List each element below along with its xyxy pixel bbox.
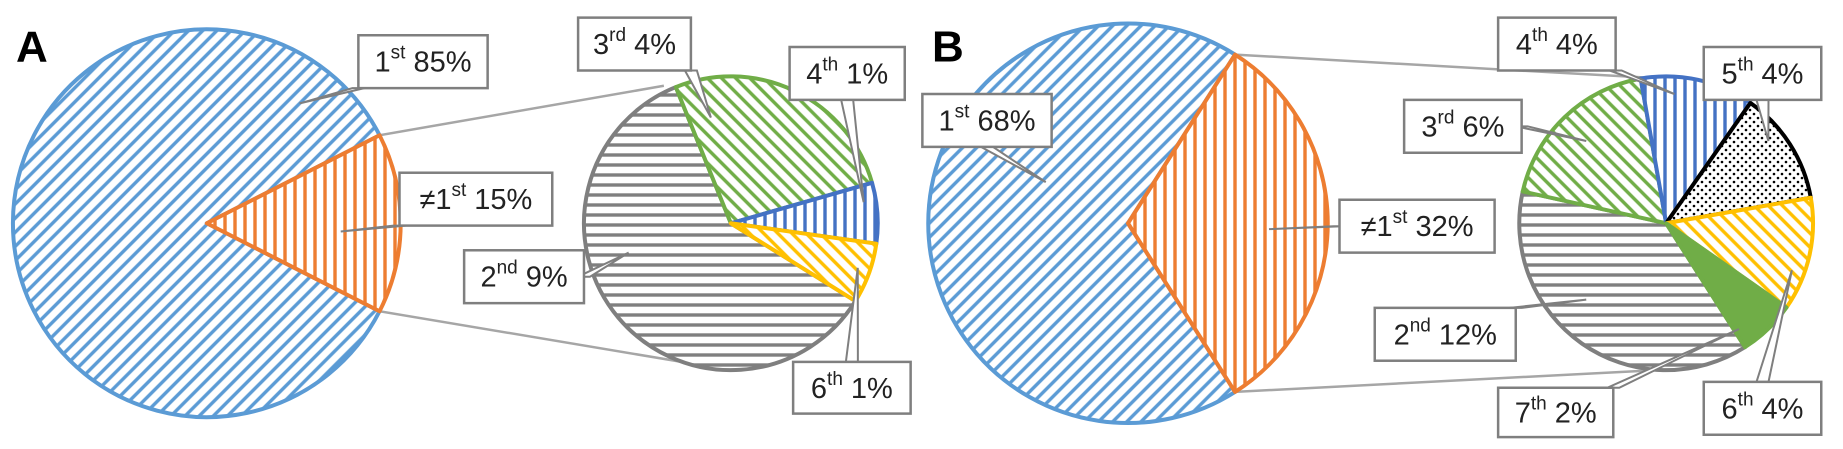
- label-box: [1496, 16, 1617, 72]
- pie-slice: [1664, 100, 1813, 226]
- data-label: 6th 4%: [1722, 389, 1804, 425]
- value-label: 4%: [1556, 29, 1598, 61]
- data-label: 4th 1%: [806, 54, 888, 90]
- value-label: 2%: [1555, 397, 1597, 429]
- pie-slice: [1517, 189, 1748, 373]
- data-label: 6th 1%: [811, 369, 893, 405]
- data-label: 2nd 12%: [1394, 315, 1497, 351]
- label-box: [788, 45, 906, 102]
- label-box: [1338, 198, 1496, 254]
- pie-slice: [10, 27, 382, 420]
- label-box: [1702, 45, 1823, 102]
- label-box: [1496, 386, 1615, 439]
- label-box: [1702, 380, 1823, 436]
- connector-line: [379, 310, 717, 370]
- data-label: ≠1st 15%: [419, 180, 532, 216]
- pie-slice: [1664, 221, 1789, 350]
- data-label: ≠1st 32%: [1361, 207, 1474, 243]
- label-box: [791, 360, 912, 415]
- value-label: 4%: [1762, 393, 1804, 425]
- data-label: 5th 4%: [1722, 54, 1804, 90]
- data-label: 1st 68%: [939, 101, 1036, 137]
- label-box: [1402, 98, 1523, 154]
- label-box: [921, 92, 1053, 149]
- category-label: 4th: [806, 54, 838, 90]
- connector-line: [1234, 368, 1657, 394]
- pie-slice: [1664, 195, 1815, 310]
- pie-slice: [1126, 52, 1330, 394]
- category-label: 6th: [1722, 389, 1754, 425]
- panel-label: B: [932, 23, 964, 72]
- data-label: 4th 4%: [1516, 25, 1598, 61]
- data-label: 3rd 4%: [593, 25, 676, 61]
- value-label: 68%: [977, 105, 1035, 137]
- label-box: [462, 249, 586, 305]
- label-box: [357, 34, 489, 90]
- data-label: 3rd 6%: [1421, 107, 1504, 143]
- pie-slice: [1520, 76, 1669, 226]
- value-label: 1%: [851, 372, 893, 404]
- value-label: 4%: [634, 29, 676, 61]
- value-label: 32%: [1415, 211, 1473, 243]
- panel-label: A: [16, 23, 48, 72]
- data-label: 7th 2%: [1515, 393, 1597, 429]
- data-label: 1st 85%: [375, 43, 472, 79]
- label-box: [398, 171, 554, 227]
- value-label: 12%: [1439, 319, 1497, 351]
- value-label: 9%: [526, 261, 568, 293]
- value-label: 15%: [474, 184, 532, 216]
- label-box: [1373, 306, 1517, 362]
- value-label: 6%: [1462, 111, 1504, 143]
- connector-line: [379, 84, 665, 137]
- value-label: 85%: [413, 46, 471, 78]
- pie-slice: [582, 85, 858, 373]
- value-label: 4%: [1762, 58, 1804, 90]
- label-box: [576, 16, 693, 72]
- value-label: 1%: [846, 58, 888, 90]
- connector-line: [1234, 53, 1646, 79]
